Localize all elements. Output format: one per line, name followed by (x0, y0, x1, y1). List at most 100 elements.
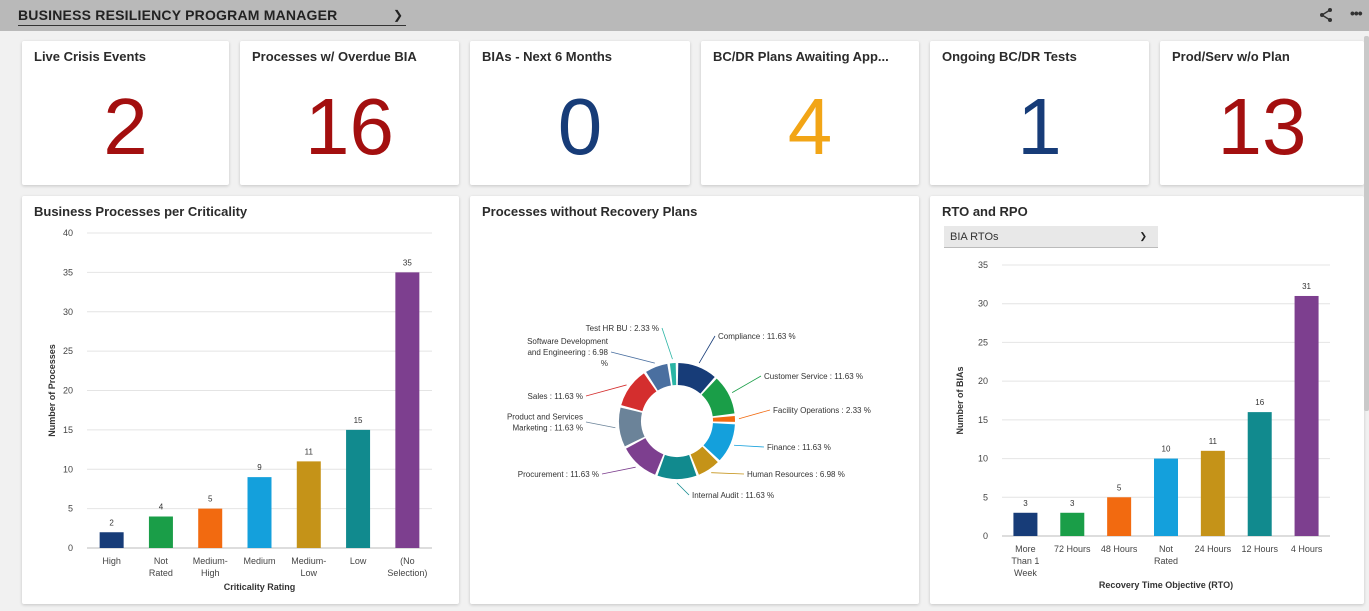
leader-line (731, 375, 762, 393)
slice-label: Test HR BU : 2.33 % (586, 324, 659, 333)
x-axis-title: Criticality Rating (224, 582, 296, 592)
x-tick-label: 24 Hours (1195, 544, 1232, 554)
y-tick-label: 20 (978, 376, 988, 386)
recovery-panel: Processes without Recovery Plans Complia… (470, 196, 919, 604)
data-label: 5 (208, 495, 213, 504)
bar (1247, 412, 1272, 536)
x-tick-label: Rated (149, 568, 173, 578)
kpi-title: Live Crisis Events (34, 49, 146, 64)
x-tick-label: Not (154, 556, 169, 566)
chevron-down-icon: ❯ (1139, 231, 1147, 241)
y-tick-label: 25 (978, 337, 988, 347)
donut-slice (621, 373, 657, 412)
slice-label: Procurement : 11.63 % (518, 470, 599, 479)
donut-slice (701, 378, 735, 417)
x-tick-label: 12 Hours (1241, 544, 1278, 554)
x-tick-label: Week (1014, 568, 1037, 578)
leader-line (610, 351, 655, 364)
kpi-value: 1 (1017, 82, 1062, 171)
rto-select[interactable]: BIA RTOs ❯ (944, 226, 1158, 248)
slice-label: Software Development (527, 337, 609, 346)
dashboard-select[interactable]: BUSINESS RESILIENCY PROGRAM MANAGER ❯ (18, 5, 406, 26)
slice-label: Sales : 11.63 % (528, 392, 583, 401)
x-tick-label: Medium- (291, 556, 326, 566)
rto-panel: RTO and RPO BIA RTOs ❯ 0 5 10 15 20 25 30 35 3 Mo… (930, 196, 1364, 604)
rto-select-value: BIA RTOs (950, 230, 999, 243)
bar (395, 272, 420, 548)
y-tick-label: 10 (63, 464, 73, 474)
scrollbar[interactable] (1364, 36, 1369, 411)
y-tick-label: 10 (978, 454, 988, 464)
x-tick-label: 4 Hours (1291, 544, 1323, 554)
kpi-title: Ongoing BC/DR Tests (942, 49, 1077, 64)
x-tick-label: Low (301, 568, 318, 578)
slice-label: Finance : 11.63 % (767, 443, 831, 452)
donut-slice (703, 423, 735, 461)
bar (296, 461, 321, 548)
data-label: 15 (354, 416, 363, 425)
kpi-card-bias-next-6-months[interactable]: BIAs - Next 6 Months 0 (470, 41, 690, 185)
more-options-icon[interactable]: ••• (1350, 5, 1363, 21)
kpi-title: BC/DR Plans Awaiting App... (713, 49, 889, 64)
leader-line (711, 472, 745, 475)
y-tick-label: 5 (68, 504, 73, 514)
x-tick-label: More (1015, 544, 1036, 554)
y-tick-label: 35 (978, 260, 988, 270)
data-label: 9 (257, 463, 262, 472)
data-label: 10 (1162, 445, 1171, 454)
kpi-title: Prod/Serv w/o Plan (1172, 49, 1290, 64)
slice-label: Facility Operations : 2.33 % (773, 406, 871, 415)
donut-slice (669, 363, 677, 386)
data-label: 16 (1255, 398, 1264, 407)
donut-slice (712, 415, 735, 422)
bar (1294, 295, 1319, 536)
bar (1107, 497, 1132, 536)
data-label: 11 (1209, 437, 1218, 446)
top-bar: BUSINESS RESILIENCY PROGRAM MANAGER ❯ ••… (0, 0, 1369, 31)
data-label: 3 (1070, 499, 1075, 508)
y-tick-label: 0 (983, 531, 988, 541)
kpi-value: 2 (103, 82, 148, 171)
kpi-card-prod-serv-without-plan[interactable]: Prod/Serv w/o Plan 13 (1160, 41, 1364, 185)
recovery-donut-chart: Compliance : 11.63 % Customer Service : 1… (507, 324, 871, 500)
x-tick-label: 72 Hours (1054, 544, 1091, 554)
data-label: 31 (1302, 282, 1311, 291)
donut-slice (626, 438, 664, 475)
y-axis-title: Number of BIAs (955, 366, 965, 434)
kpi-card-plans-awaiting-approval[interactable]: BC/DR Plans Awaiting App... 4 (701, 41, 919, 185)
kpi-value: 16 (305, 82, 394, 171)
x-tick-label: Rated (1154, 556, 1178, 566)
leader-line (601, 466, 636, 475)
bar (1013, 512, 1038, 536)
leader-line (734, 444, 765, 448)
donut-slice (646, 363, 671, 391)
y-tick-label: 0 (68, 543, 73, 553)
x-tick-label: Than 1 (1011, 556, 1039, 566)
x-tick-label: High (102, 556, 121, 566)
y-tick-label: 15 (978, 415, 988, 425)
leader-line (585, 384, 627, 397)
data-label: 35 (403, 258, 412, 267)
rto-bar-chart: 0 5 10 15 20 25 30 35 3 More Than 1 Week 3 72 Hours 5 4… (955, 260, 1330, 590)
share-icon[interactable] (1318, 7, 1334, 23)
x-tick-label: Low (350, 556, 367, 566)
x-tick-label: 48 Hours (1101, 544, 1138, 554)
slice-label: Customer Service : 11.63 % (764, 372, 863, 381)
kpi-value: 13 (1217, 82, 1307, 171)
kpi-card-ongoing-tests[interactable]: Ongoing BC/DR Tests 1 (930, 41, 1149, 185)
slice-label: Compliance : 11.63 % (718, 332, 796, 341)
slice-label: Marketing : 11.63 % (512, 424, 583, 433)
leader-line (661, 327, 673, 360)
donut-slice (677, 363, 715, 394)
leader-line (676, 482, 690, 496)
criticality-bar-chart: 0 5 10 15 20 25 30 35 40 2 High 4 Not Rated 5 Medium- Hi… (47, 228, 432, 592)
dashboard-title: BUSINESS RESILIENCY PROGRAM MANAGER (18, 7, 338, 23)
y-tick-label: 30 (978, 299, 988, 309)
slice-label: Product and Services (507, 413, 583, 422)
leader-line (698, 335, 716, 364)
kpi-value: 0 (557, 82, 603, 171)
kpi-card-live-crisis-events[interactable]: Live Crisis Events 2 (22, 41, 229, 185)
kpi-card-processes-overdue-bia[interactable]: Processes w/ Overdue BIA 16 (240, 41, 459, 185)
kpi-value: 4 (787, 82, 833, 171)
data-label: 11 (305, 447, 314, 456)
